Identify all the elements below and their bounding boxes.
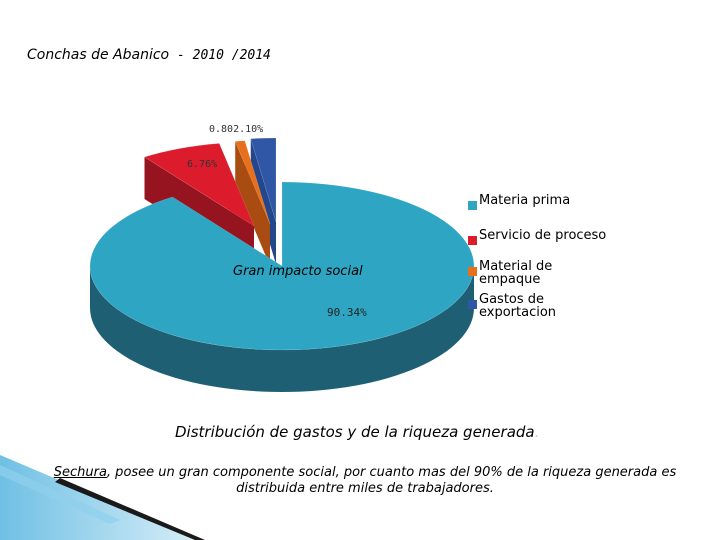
caption-dot: .: [534, 423, 540, 441]
pie-side-materia-prima: [90, 266, 474, 392]
legend-item-material-de-empaque: Material de empaque: [468, 260, 569, 286]
legend-swatch: [468, 201, 477, 210]
pie-slice-gastos-de-exportacion: [250, 137, 277, 223]
legend-item-materia-prima: Materia prima: [468, 194, 649, 210]
corner-light-stroke: [0, 465, 120, 524]
legend-label: Material de empaque: [479, 259, 553, 287]
pie-slice-materia-prima: [89, 181, 475, 351]
pie-slice-servicio-de-proceso: [143, 143, 255, 227]
legend-swatch: [468, 267, 477, 276]
pie-slices: [89, 137, 475, 392]
data-label-materia-prima: 90.34%: [327, 306, 367, 319]
legend-swatch: [468, 236, 477, 245]
legend-item-gastos-de-exportacion: Gastos de exportacion: [468, 293, 569, 319]
footnote-text: Sechura, posee un gran componente social…: [53, 465, 677, 496]
legend-label: Materia prima: [479, 193, 571, 208]
slide-title: Conchas de Abanico - 2010 /2014: [27, 47, 271, 63]
data-label-overlap: 0.802.10%: [209, 124, 263, 135]
pie-slice-material-de-empaque: [234, 140, 271, 225]
legend-label: Servicio de proceso: [479, 228, 607, 243]
annotation-gran-impacto-social: Gran impacto social: [233, 264, 363, 279]
title-main: Conchas de Abanico: [27, 47, 170, 63]
corner-dark-stroke: [55, 478, 205, 540]
chart-caption: Distribución de gastos y de la riqueza g…: [175, 423, 539, 441]
caption-text: Distribución de gastos y de la riqueza g…: [175, 423, 535, 441]
data-label-servicio-de-proceso: 6.76%: [187, 159, 217, 170]
title-years: - 2010 /2014: [169, 48, 271, 63]
legend-label: Gastos de exportacion: [479, 292, 557, 320]
footnote-underlined-word: Sechura: [53, 465, 107, 480]
legend-swatch: [468, 300, 477, 309]
footnote: Sechura, posee un gran componente social…: [20, 465, 710, 497]
legend-item-servicio-de-proceso: Servicio de proceso: [468, 229, 649, 245]
